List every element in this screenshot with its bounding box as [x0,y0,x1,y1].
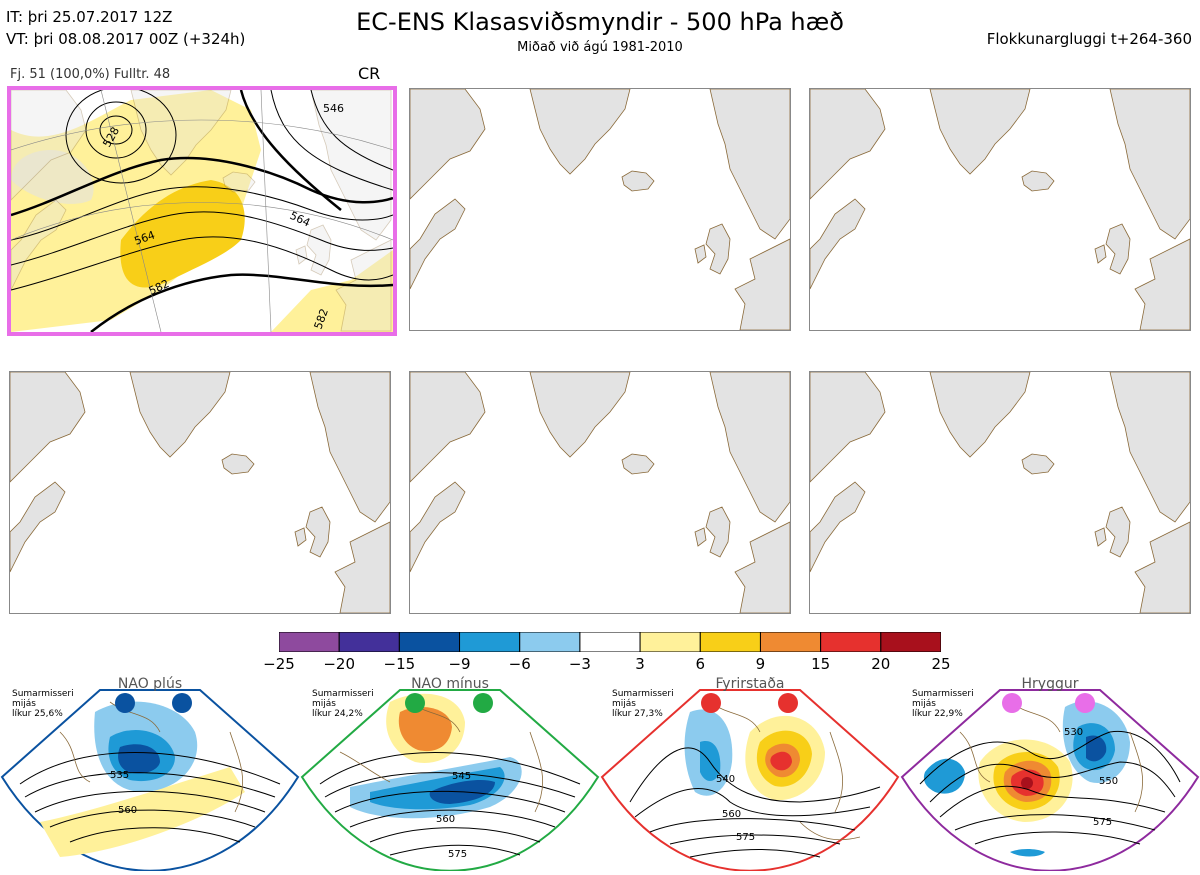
anomaly-colorbar [279,632,941,652]
regime-name: NAO plús [117,676,183,692]
cluster-map-6 [809,371,1191,614]
regime-name: Hryggur [1021,676,1079,692]
regime-type: mijás [912,699,936,709]
regime-probability: líkur 24,2% [312,709,363,719]
regime-type: mijás [12,699,36,709]
main-cluster-map: 546 564 564 582 582 528 [7,86,397,336]
colorbar-tick-label: −3 [568,655,591,673]
colorbar-segment [639,632,701,652]
regime-contour-label: 550 [1099,776,1118,787]
cluster-info: Fj. 51 (100,0%) Fulltr. 48 [10,67,171,82]
colorbar-segment [338,632,400,652]
run-info: IT: þri 25.07.2017 12Z VT: þri 08.08.201… [6,6,245,50]
classification-window: Flokkunargluggi t+264-360 [986,30,1192,48]
colorbar-segment [279,632,340,652]
regime-type: mijás [612,699,636,709]
valid-time: VT: þri 08.08.2017 00Z (+324h) [6,30,246,48]
regime-contour-label: 540 [716,774,735,785]
regime-info: Sumarmisseri mijás líkur 24,2% [312,689,374,719]
regime-probability: líkur 25,6% [12,709,63,719]
contour-label: 564 [288,209,313,230]
colorbar-segment [398,632,461,652]
regime-contour-label: 535 [110,770,129,781]
regime-season: Sumarmisseri [12,689,74,699]
regime-name: NAO mínus [411,676,489,692]
colorbar-tick-label: −6 [508,655,531,673]
colorbar-segment [880,632,941,652]
regime-nao-minus: 545 560 575 NAO mínus Sumarmisseri mijás… [300,672,600,872]
regime-blocking: 540 560 575 Fyrirstaða Sumarmisseri mijá… [600,672,900,872]
colorbar-tick-label: −15 [383,655,416,673]
colorbar-tick-label: 20 [871,655,891,673]
colorbar-tick-label: 25 [931,655,951,673]
regime-season: Sumarmisseri [912,689,974,699]
regime-contour-label: 575 [448,849,467,860]
cluster-map-4 [9,371,391,614]
regime-contour-label: 545 [452,771,471,782]
regime-nao-plus: 535 560 NAO plús Sumarmisseri mijás líku… [0,672,300,872]
regime-contour-label: 560 [722,809,741,820]
colorbar-tick-label: 6 [695,655,706,673]
colorbar-tick-label: −25 [263,655,295,673]
regime-info: Sumarmisseri mijás líkur 27,3% [612,689,674,719]
page-title: EC-ENS Klasasviðsmyndir - 500 hPa hæð [356,8,844,36]
regime-contour-label: 560 [436,814,455,825]
colorbar-segment [519,632,581,652]
colorbar-segment [759,632,822,652]
regime-contour-label: 575 [736,832,755,843]
page-subtitle: Miðað við ágú 1981-2010 [517,40,683,55]
regime-info: Sumarmisseri mijás líkur 22,9% [912,689,974,719]
regime-contour-label: 575 [1093,817,1112,828]
regime-season: Sumarmisseri [312,689,374,699]
colorbar-tick-label: −20 [323,655,355,673]
contour-label: 546 [323,102,344,115]
regime-type: mijás [312,699,336,709]
regime-contour-label: 530 [1064,727,1083,738]
cluster-map-2 [409,88,791,331]
regime-name: Fyrirstaða [715,676,785,692]
colorbar-tick-label: 15 [811,655,831,673]
regime-code: CR [358,64,381,83]
colorbar-segment [820,632,882,652]
regime-info: Sumarmisseri mijás líkur 25,6% [12,689,74,719]
cluster-map-5 [409,371,791,614]
initial-time: IT: þri 25.07.2017 12Z [6,8,173,26]
colorbar-segment [579,632,641,652]
colorbar-tick-label: −9 [448,655,471,673]
colorbar-segment [699,632,761,652]
cluster-map-3 [809,88,1191,331]
regime-contour-label: 560 [118,805,137,816]
colorbar-tick-label: 3 [635,655,645,673]
regime-probability: líkur 22,9% [912,709,963,719]
colorbar-segment [459,632,521,652]
regime-season: Sumarmisseri [612,689,674,699]
colorbar-tick-label: 9 [755,655,766,673]
regime-ridge: 530 550 575 Hryggur Sumarmisseri mijás l… [900,672,1200,872]
regime-probability: líkur 27,3% [612,709,663,719]
